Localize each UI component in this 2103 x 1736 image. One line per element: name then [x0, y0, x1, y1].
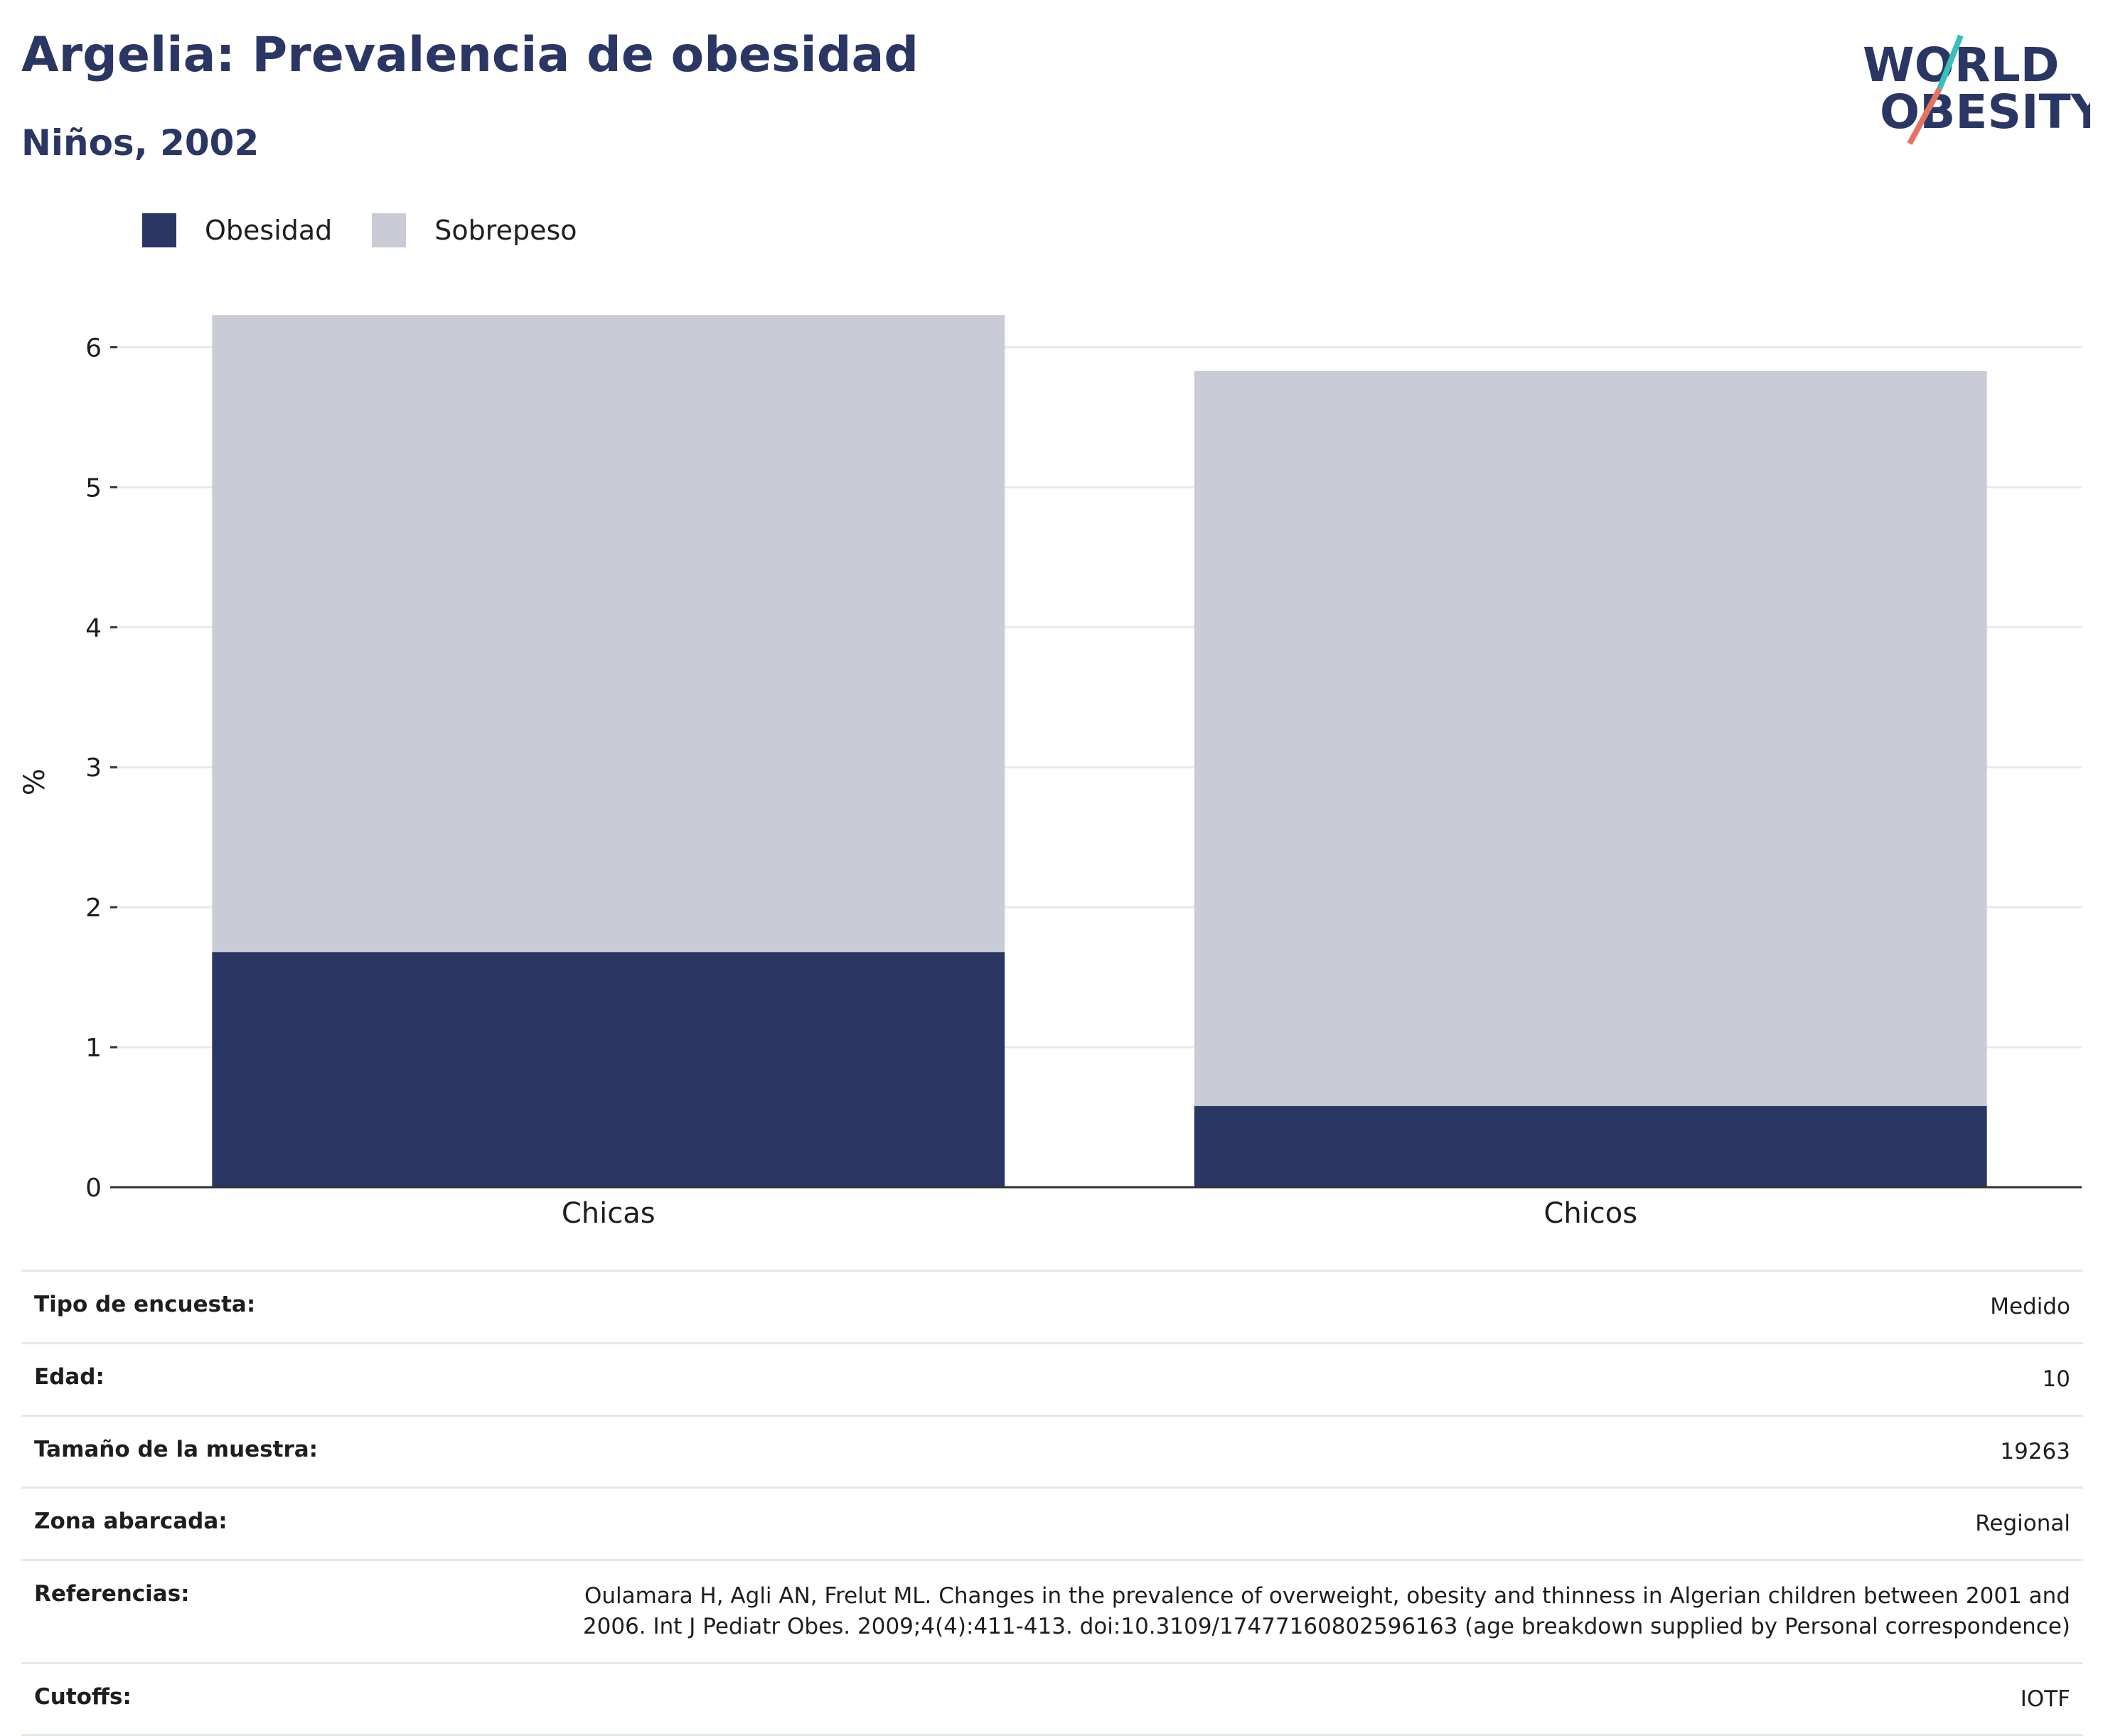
bar-sobrepeso-chicas[interactable]: [212, 315, 1005, 953]
x-axis-labels: Chicas Chicos: [562, 1197, 1637, 1230]
chart-title: Argelia: Prevalencia de obesidad: [21, 27, 919, 83]
world-obesity-logo: WORLD OBESITY: [1863, 34, 2090, 145]
y-tick-label: 3: [85, 754, 102, 783]
logo-word-obesity: OBESITY: [1880, 85, 2090, 139]
y-tick-label: 0: [85, 1174, 102, 1203]
info-label: Tipo de encuesta:: [34, 1292, 256, 1317]
info-label: Tamaño de la muestra:: [34, 1436, 319, 1462]
y-tick-label: 1: [85, 1034, 102, 1063]
y-tick-label: 6: [85, 333, 102, 363]
info-row: Edad: 10: [21, 1341, 2083, 1415]
info-row: Tamaño de la muestra: 19263: [21, 1414, 2083, 1487]
info-row: Cutoffs: IOTF: [21, 1661, 2083, 1736]
bar-obesidad-chicas[interactable]: [212, 952, 1005, 1187]
logo-slash-top: [1937, 34, 1964, 90]
chart-subtitle: Niños, 2002: [21, 122, 259, 164]
stacked-bar-chart: 0 1 2 3 4 5 6 Chicas Chicos %: [18, 315, 2082, 1230]
info-value: 19263: [2000, 1438, 2070, 1464]
info-row: Zona abarcada: Regional: [21, 1486, 2083, 1559]
logo-slash-bottom: [1907, 87, 1942, 145]
info-value: 10: [2042, 1366, 2070, 1392]
info-label: Zona abarcada:: [34, 1509, 228, 1535]
info-value: Regional: [1975, 1511, 2070, 1537]
info-row: Referencias: Oulamara H, Agli AN, Frelut …: [21, 1559, 2083, 1662]
bar-sobrepeso-chicos[interactable]: [1194, 370, 1987, 1106]
info-label: Edad:: [34, 1363, 105, 1390]
y-tick-label: 4: [85, 614, 102, 643]
x-tick-label: Chicas: [562, 1197, 655, 1230]
legend-item-sobrepeso[interactable]: Sobrepeso: [372, 213, 577, 247]
y-tick-label: 5: [85, 473, 102, 503]
legend-swatch-obesidad: [142, 213, 176, 247]
legend-label-sobrepeso: Sobrepeso: [434, 215, 577, 246]
bars: [212, 315, 1987, 1187]
info-value: Oulamara H, Agli AN, Frelut ML. Changes …: [582, 1583, 2070, 1639]
legend-swatch-sobrepeso: [372, 213, 407, 247]
chart-legend: Obesidad Sobrepeso: [142, 212, 617, 249]
info-row: Tipo de encuesta: Medido: [21, 1270, 2083, 1342]
bar-obesidad-chicos[interactable]: [1194, 1105, 1987, 1187]
logo-word-world: WORLD: [1863, 38, 2060, 92]
info-label: Referencias:: [34, 1581, 190, 1607]
info-label: Cutoffs:: [34, 1683, 132, 1710]
legend-item-obesidad[interactable]: Obesidad: [142, 213, 332, 247]
y-axis-label: %: [18, 768, 51, 795]
x-tick-label: Chicos: [1543, 1197, 1637, 1230]
info-value: IOTF: [2020, 1686, 2070, 1712]
info-value: Medido: [1990, 1294, 2070, 1319]
survey-info-table: Tipo de encuesta: Medido Edad: 10 Tamaño de …: [21, 1270, 2083, 1736]
legend-label-obesidad: Obesidad: [205, 215, 333, 246]
y-axis-ticks: 0 1 2 3 4 5 6: [85, 333, 117, 1203]
y-tick-label: 2: [85, 894, 102, 923]
